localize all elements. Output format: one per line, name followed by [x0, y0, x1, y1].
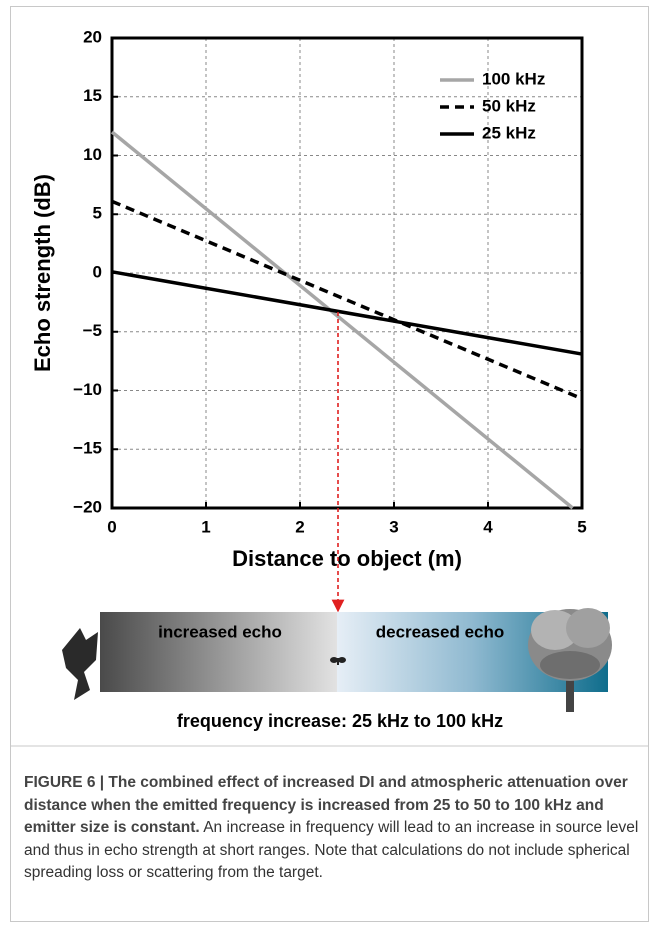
series-line: [112, 201, 582, 398]
y-tick-label: 15: [83, 86, 102, 105]
series-line: [112, 272, 582, 354]
caption: FIGURE 6 | The combined effect of increa…: [24, 772, 640, 885]
x-tick-label: 2: [295, 517, 304, 536]
x-tick-label: 4: [483, 517, 493, 536]
x-tick-label: 3: [389, 517, 398, 536]
y-tick-label: 0: [93, 262, 102, 281]
legend-label: 50 kHz: [482, 96, 536, 115]
y-tick-label: 5: [93, 204, 102, 223]
legend-label: 100 kHz: [482, 69, 545, 88]
x-tick-label: 0: [107, 517, 116, 536]
scale-right-label: decreased echo: [376, 622, 505, 641]
legend-label: 25 kHz: [482, 123, 536, 142]
y-tick-label: 10: [83, 145, 102, 164]
y-tick-label: −5: [83, 321, 102, 340]
scale-left-label: increased echo: [158, 622, 282, 641]
bat-icon: [62, 628, 98, 700]
y-tick-label: 20: [83, 27, 102, 46]
x-axis-label: Distance to object (m): [232, 546, 462, 571]
y-axis-label: Echo strength (dB): [30, 174, 55, 372]
y-tick-label: −10: [73, 380, 102, 399]
scale-description: frequency increase: 25 kHz to 100 kHz: [177, 711, 503, 731]
x-tick-label: 1: [201, 517, 210, 536]
page: −20 −15 −10 −5 0 5 10 15 20 0 1 2 3 4 5 100 kHz 50 kHz 25…: [0, 0, 661, 932]
x-tick-label: 5: [577, 517, 586, 536]
y-tick-label: −15: [73, 439, 102, 458]
y-tick-label: −20: [73, 497, 102, 516]
tree-icon: [528, 608, 612, 712]
series-line: [112, 132, 573, 508]
